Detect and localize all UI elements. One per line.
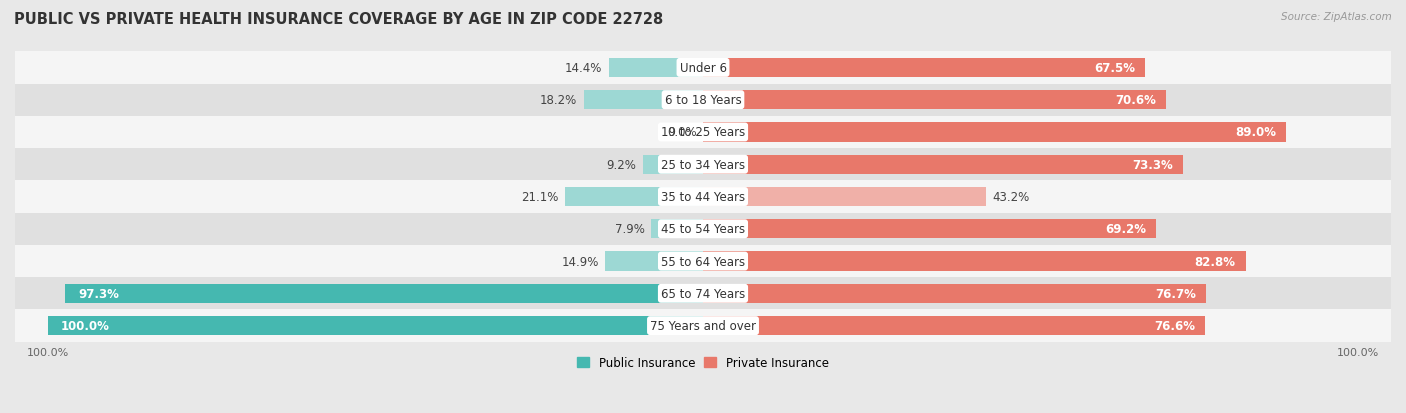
Text: PUBLIC VS PRIVATE HEALTH INSURANCE COVERAGE BY AGE IN ZIP CODE 22728: PUBLIC VS PRIVATE HEALTH INSURANCE COVER… bbox=[14, 12, 664, 27]
Bar bbox=[703, 123, 1286, 142]
Bar bbox=[703, 316, 1205, 335]
Text: 65 to 74 Years: 65 to 74 Years bbox=[661, 287, 745, 300]
Bar bbox=[15, 213, 1391, 245]
Text: 43.2%: 43.2% bbox=[993, 190, 1029, 204]
Text: 6 to 18 Years: 6 to 18 Years bbox=[665, 94, 741, 107]
Bar bbox=[609, 59, 703, 78]
Text: 21.1%: 21.1% bbox=[520, 190, 558, 204]
Bar bbox=[15, 116, 1391, 149]
Text: 75 Years and over: 75 Years and over bbox=[650, 319, 756, 332]
Text: 97.3%: 97.3% bbox=[79, 287, 120, 300]
Bar bbox=[15, 245, 1391, 278]
Text: 7.9%: 7.9% bbox=[614, 223, 645, 236]
Bar bbox=[48, 316, 703, 335]
Text: 70.6%: 70.6% bbox=[1115, 94, 1156, 107]
Text: 67.5%: 67.5% bbox=[1094, 62, 1136, 75]
Text: 89.0%: 89.0% bbox=[1236, 126, 1277, 139]
Bar bbox=[565, 188, 703, 206]
Text: 25 to 34 Years: 25 to 34 Years bbox=[661, 158, 745, 171]
Bar bbox=[606, 252, 703, 271]
Text: 14.9%: 14.9% bbox=[561, 255, 599, 268]
Text: 100.0%: 100.0% bbox=[60, 319, 110, 332]
Bar bbox=[703, 220, 1156, 239]
Bar bbox=[703, 91, 1166, 110]
Bar bbox=[703, 284, 1205, 303]
Bar bbox=[15, 149, 1391, 181]
Legend: Public Insurance, Private Insurance: Public Insurance, Private Insurance bbox=[572, 351, 834, 374]
Text: 76.7%: 76.7% bbox=[1154, 287, 1195, 300]
Text: 45 to 54 Years: 45 to 54 Years bbox=[661, 223, 745, 236]
Bar bbox=[651, 220, 703, 239]
Text: 73.3%: 73.3% bbox=[1133, 158, 1174, 171]
Text: Source: ZipAtlas.com: Source: ZipAtlas.com bbox=[1281, 12, 1392, 22]
Bar bbox=[15, 84, 1391, 116]
Text: 0.0%: 0.0% bbox=[666, 126, 696, 139]
Bar bbox=[703, 188, 986, 206]
Bar bbox=[66, 284, 703, 303]
Text: 76.6%: 76.6% bbox=[1154, 319, 1195, 332]
Text: 9.2%: 9.2% bbox=[606, 158, 636, 171]
Bar bbox=[703, 59, 1146, 78]
Text: 14.4%: 14.4% bbox=[565, 62, 602, 75]
Bar bbox=[15, 278, 1391, 310]
Text: 82.8%: 82.8% bbox=[1195, 255, 1236, 268]
Bar bbox=[703, 252, 1246, 271]
Bar bbox=[703, 155, 1184, 175]
Text: Under 6: Under 6 bbox=[679, 62, 727, 75]
Text: 35 to 44 Years: 35 to 44 Years bbox=[661, 190, 745, 204]
Bar bbox=[15, 181, 1391, 213]
Bar bbox=[643, 155, 703, 175]
Text: 18.2%: 18.2% bbox=[540, 94, 578, 107]
Text: 55 to 64 Years: 55 to 64 Years bbox=[661, 255, 745, 268]
Bar bbox=[15, 52, 1391, 84]
Bar bbox=[15, 310, 1391, 342]
Text: 69.2%: 69.2% bbox=[1105, 223, 1147, 236]
Bar bbox=[583, 91, 703, 110]
Text: 19 to 25 Years: 19 to 25 Years bbox=[661, 126, 745, 139]
